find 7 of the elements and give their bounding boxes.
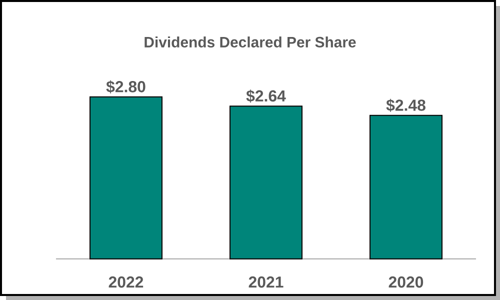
data-label: $2.48 [386,98,426,112]
data-label: $2.64 [246,90,286,103]
data-label: $2.80 [106,80,146,94]
x-tick-label: 2022 [108,276,144,288]
x-tick-label: 2020 [388,276,424,288]
x-tick-label: 2021 [248,276,284,288]
chart-title: Dividends Declared Per Share [144,36,356,48]
